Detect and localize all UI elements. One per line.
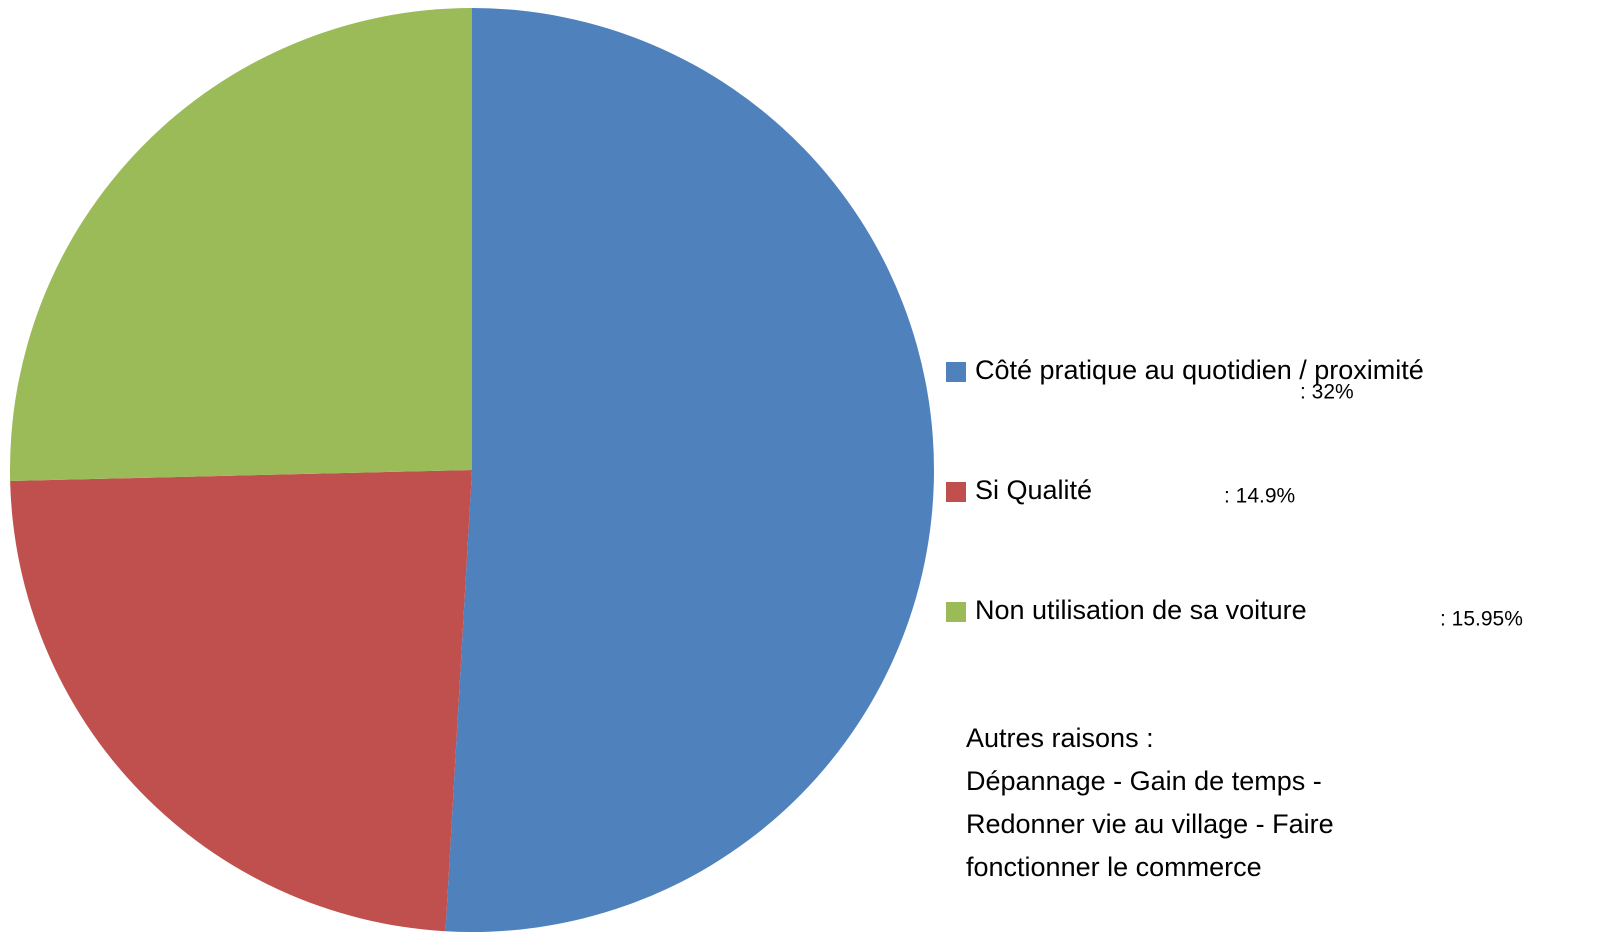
value-label: : 32% — [1300, 381, 1354, 404]
pie-slice — [9, 8, 472, 481]
annotation: Redonner vie au village - Faire — [966, 809, 1334, 839]
value-label: : 14.9% — [1224, 485, 1295, 508]
annotation: Autres raisons : — [966, 723, 1154, 753]
legend-label: Si Qualité — [975, 475, 1092, 505]
legend-swatch — [946, 602, 966, 622]
legend-swatch — [946, 362, 966, 382]
annotation: Dépannage - Gain de temps - — [966, 766, 1322, 796]
legend-swatch — [946, 482, 966, 502]
pie-slice — [10, 470, 472, 932]
annotation: fonctionner le commerce — [966, 852, 1262, 882]
legend-label: Non utilisation de sa voiture — [975, 595, 1307, 625]
legend-label: Côté pratique au quotidien / proximité — [975, 355, 1424, 385]
value-label: : 15.95% — [1440, 608, 1523, 631]
pie-slice — [445, 8, 934, 932]
